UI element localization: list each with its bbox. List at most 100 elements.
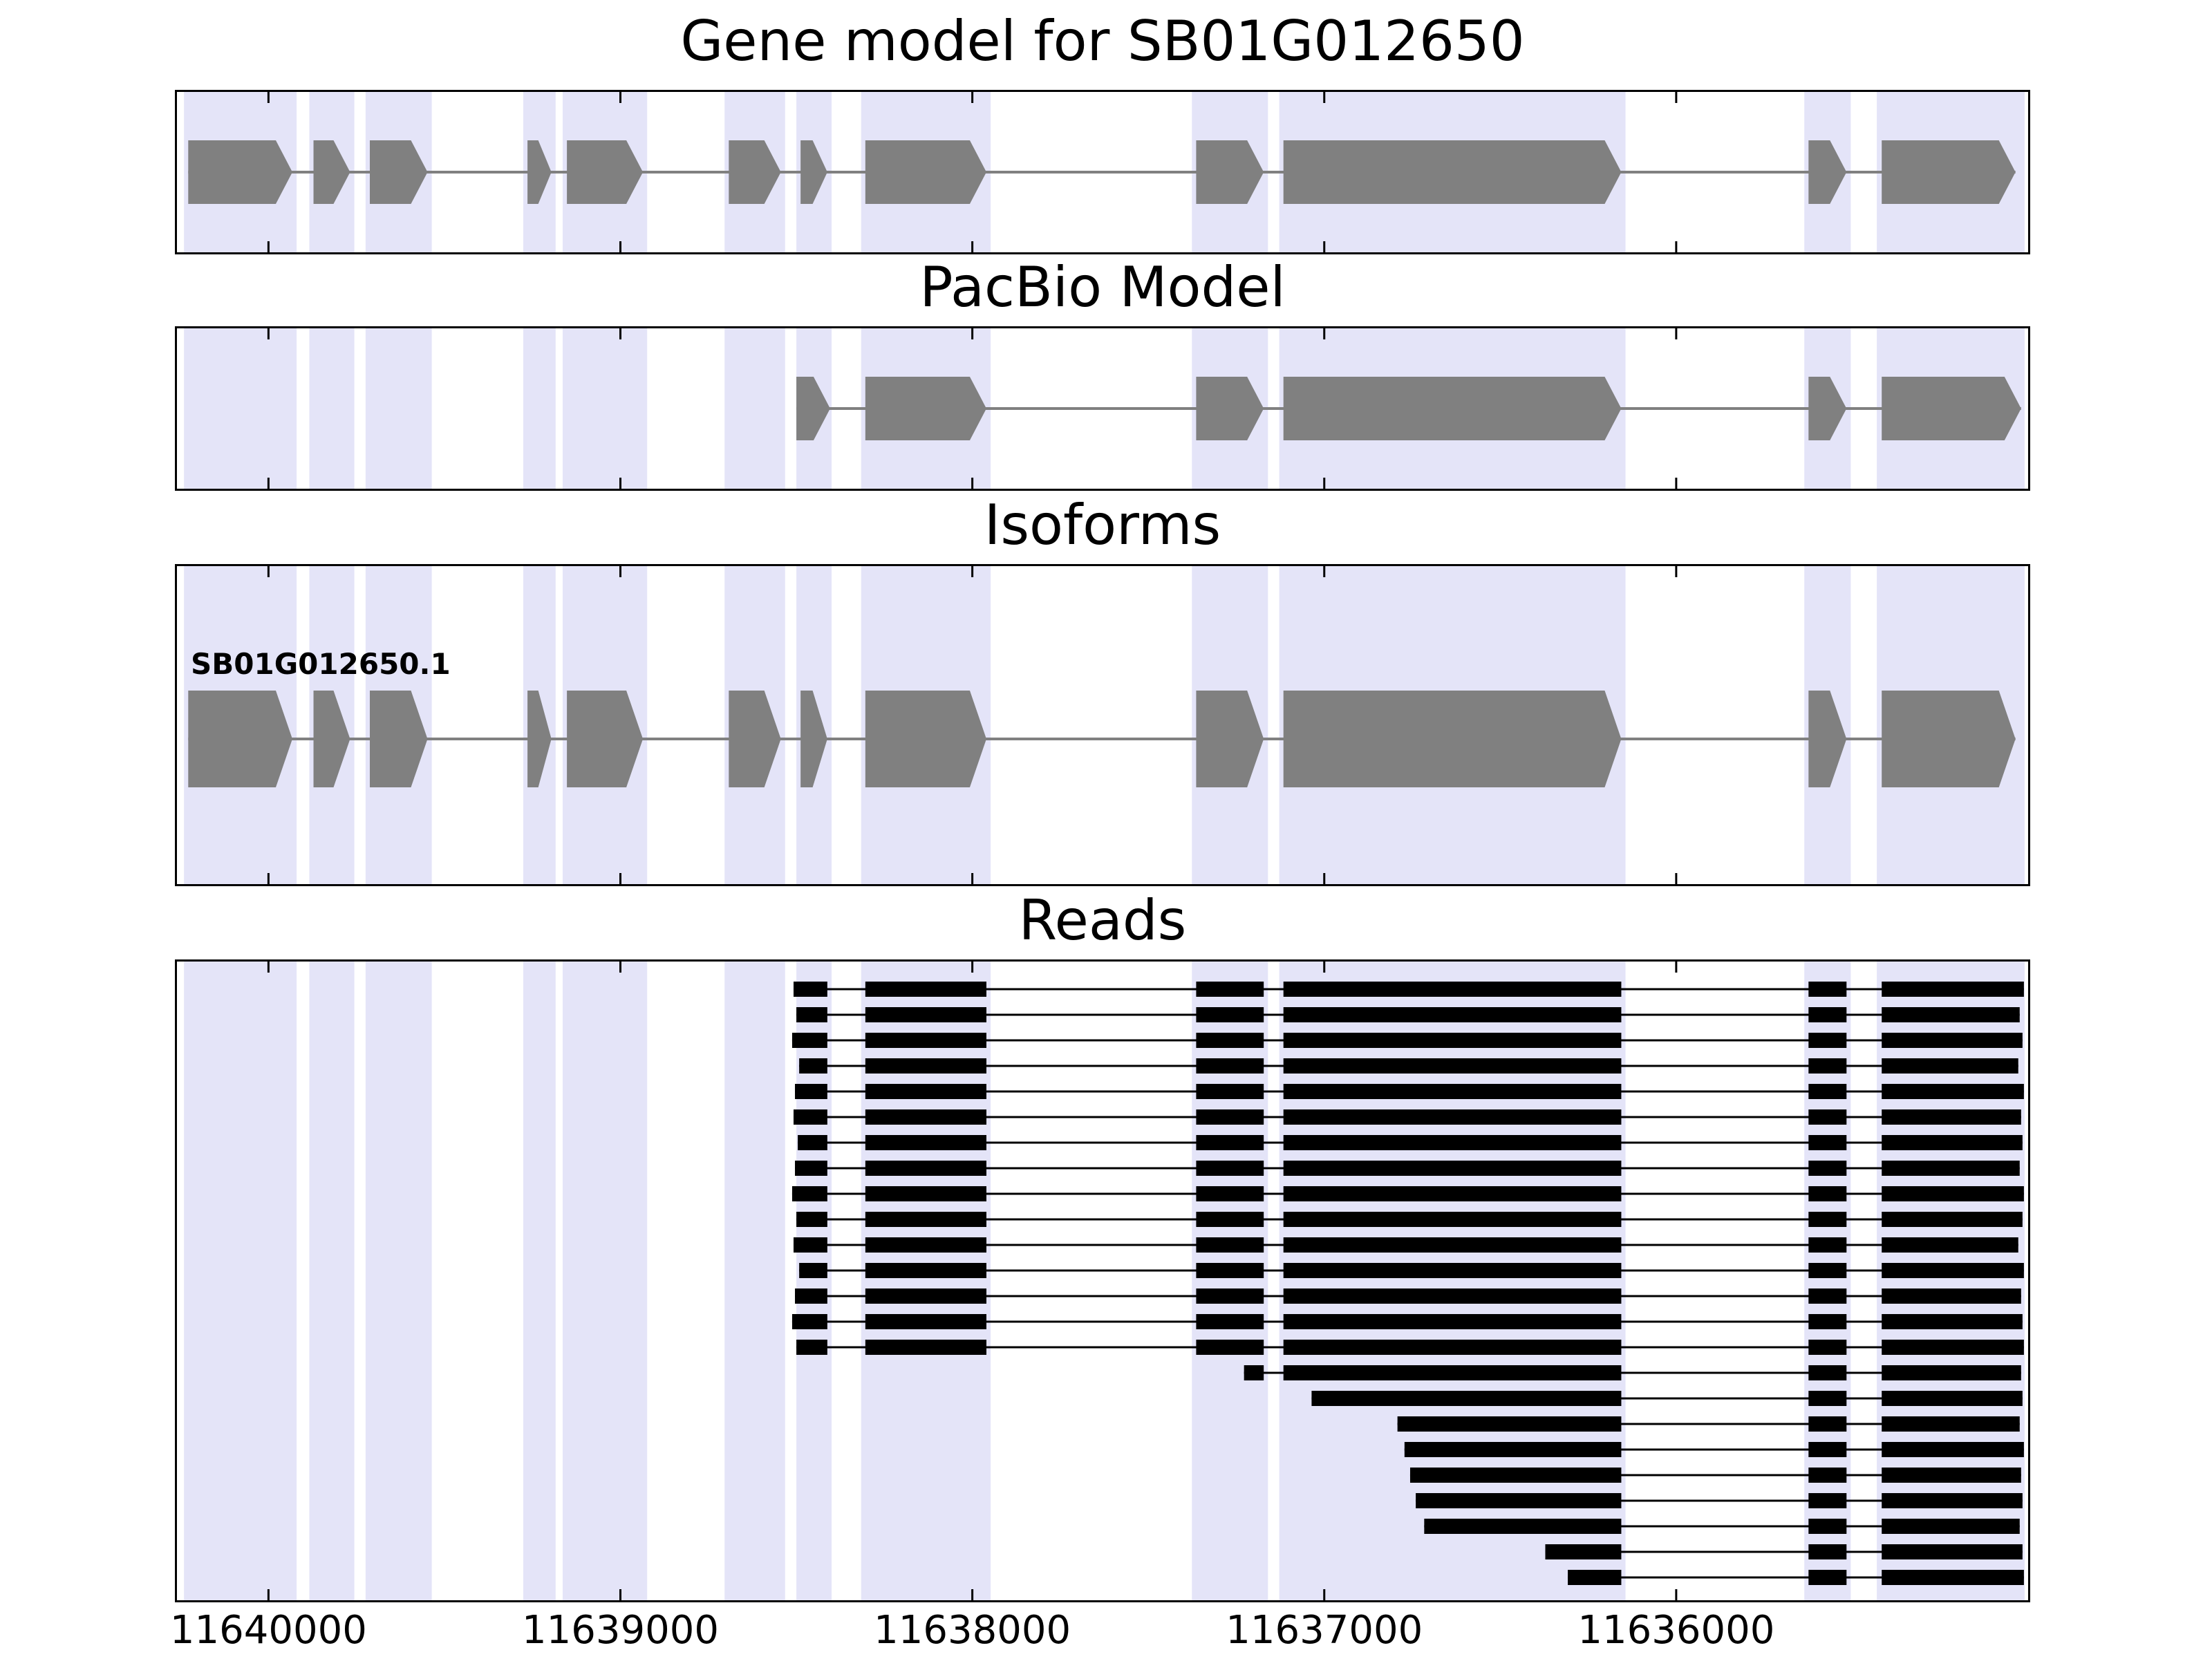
read-exon-block: [798, 1135, 827, 1150]
exon-shape: [1196, 140, 1264, 204]
read-exon-block: [1882, 1468, 2021, 1483]
read-exon-block: [1283, 1288, 1622, 1304]
isoforms-track: [184, 566, 2025, 884]
read-exon-block: [1808, 1288, 1847, 1304]
read-exon-block: [1808, 1186, 1847, 1201]
highlight-band: [523, 328, 556, 489]
highlight-band: [724, 962, 785, 1600]
read-exon-block: [1808, 1135, 1847, 1150]
read-exon-block: [1196, 1314, 1264, 1329]
panel-isoforms: [175, 564, 2030, 886]
exon-shape: [188, 140, 292, 204]
read-exon-block: [865, 1263, 986, 1278]
panel-title-pacbio: PacBio Model: [919, 255, 1286, 319]
read-exon-block: [1416, 1493, 1622, 1508]
read-exon-block: [1283, 1186, 1622, 1201]
read-exon-block: [793, 1237, 827, 1253]
read-exon-block: [1808, 1212, 1847, 1227]
read-exon-block: [1882, 1570, 2024, 1585]
read-row: [796, 1212, 2023, 1227]
read-row: [799, 1263, 2024, 1278]
read-row: [1397, 1416, 2020, 1432]
axis-tick-label: 11638000: [874, 1608, 1071, 1653]
read-exon-block: [1882, 1058, 2018, 1074]
read-exon-block: [865, 1033, 986, 1048]
read-exon-block: [1882, 1442, 2024, 1457]
read-exon-block: [1808, 1161, 1847, 1176]
highlight-band: [309, 962, 355, 1600]
highlight-band: [309, 328, 355, 489]
read-exon-block: [1311, 1391, 1622, 1406]
highlight-band: [1192, 962, 1268, 1600]
read-exon-block: [1882, 1314, 2023, 1329]
read-exon-block: [1196, 1161, 1264, 1176]
read-row: [1568, 1570, 2024, 1585]
read-exon-block: [865, 1084, 986, 1099]
exon-shape: [865, 140, 986, 204]
highlight-band: [563, 328, 648, 489]
highlight-band: [563, 962, 648, 1600]
highlight-band: [365, 328, 432, 489]
read-exon-block: [865, 1109, 986, 1125]
highlight-band: [523, 962, 556, 1600]
read-row: [1404, 1442, 2024, 1457]
read-exon-block: [1196, 1212, 1264, 1227]
read-row: [791, 1033, 2023, 1048]
read-exon-block: [1882, 1365, 2021, 1380]
exon-shape: [1882, 140, 2016, 204]
read-exon-block: [1808, 1493, 1847, 1508]
read-exon-block: [1808, 1058, 1847, 1074]
exon-shape: [800, 140, 827, 204]
read-exon-block: [1196, 1288, 1264, 1304]
read-exon-block: [1808, 1084, 1847, 1099]
read-exon-block: [1882, 1109, 2021, 1125]
read-row: [1409, 1468, 2021, 1483]
read-exon-block: [1882, 1237, 2018, 1253]
isoform-transcript: [188, 691, 2016, 787]
read-exon-block: [865, 1288, 986, 1304]
read-row: [793, 1237, 2018, 1253]
read-row: [791, 1314, 2023, 1329]
read-row: [793, 1109, 2021, 1125]
read-exon-block: [1545, 1544, 1622, 1559]
read-exon-block: [796, 1340, 827, 1355]
read-row: [791, 1186, 2024, 1201]
read-exon-block: [1283, 1058, 1622, 1074]
highlight-band: [861, 962, 991, 1600]
read-exon-block: [1882, 1544, 2023, 1559]
isoform-name-label: SB01G012650.1: [191, 647, 451, 681]
exon-shape: [1283, 140, 1622, 204]
read-exon-block: [865, 1186, 986, 1201]
read-exon-block: [1283, 1084, 1622, 1099]
read-exon-block: [1808, 1109, 1847, 1125]
read-exon-block: [1808, 1033, 1847, 1048]
read-exon-block: [1808, 1007, 1847, 1022]
exon-shape: [1882, 377, 2021, 440]
read-exon-block: [1196, 1058, 1264, 1074]
read-exon-block: [1882, 1288, 2021, 1304]
read-exon-block: [791, 1033, 827, 1048]
read-exon-block: [791, 1314, 827, 1329]
read-exon-block: [865, 1340, 986, 1355]
read-exon-block: [1283, 1340, 1622, 1355]
exon-shape: [796, 377, 830, 440]
exon-shape: [567, 691, 644, 787]
axis-tick-label: 11636000: [1577, 1608, 1775, 1653]
read-exon-block: [1283, 1314, 1622, 1329]
read-exon-block: [865, 982, 986, 997]
read-exon-block: [795, 1161, 827, 1176]
read-exon-block: [1409, 1468, 1622, 1483]
read-exon-block: [1808, 1416, 1847, 1432]
read-exon-block: [793, 982, 827, 997]
read-exon-block: [799, 1263, 827, 1278]
read-exon-block: [1808, 1340, 1847, 1355]
read-exon-block: [1283, 1007, 1622, 1022]
read-row: [798, 1135, 2023, 1150]
read-exon-block: [1882, 1416, 2020, 1432]
read-exon-block: [1808, 982, 1847, 997]
exon-shape: [1808, 377, 1847, 440]
read-exon-block: [1196, 1084, 1264, 1099]
read-exon-block: [1808, 1519, 1847, 1534]
reads-track: [184, 962, 2025, 1600]
